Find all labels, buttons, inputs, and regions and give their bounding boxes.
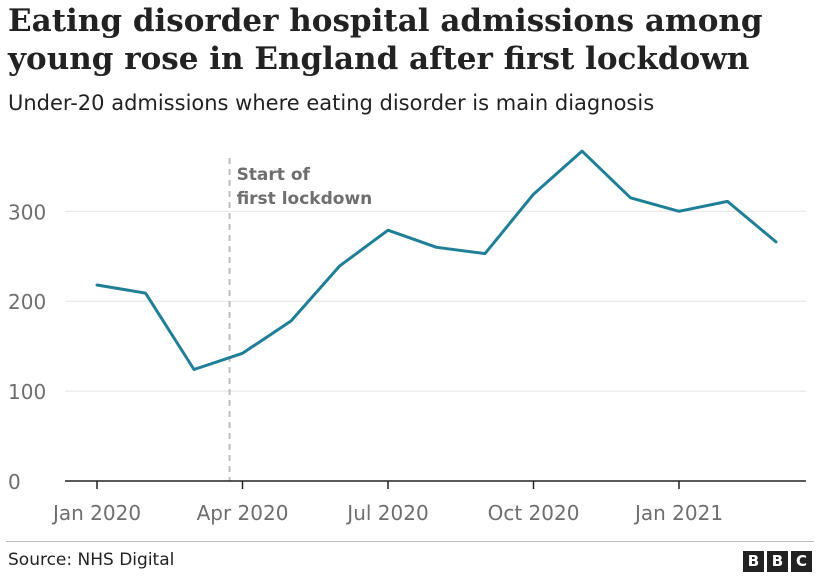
x-tick-label: Jan 2021 <box>633 501 723 525</box>
annotation-text: Start of <box>237 165 311 185</box>
chart-title: Eating disorder hospital admissions amon… <box>8 3 763 77</box>
line-chart: 0 100 200 300 Start of first lockdown Jan 2020… <box>8 149 806 525</box>
chart-subtitle: Under-20 admissions where eating disorde… <box>8 91 655 115</box>
series-line <box>95 149 778 371</box>
bbc-logo-letter: B <box>743 551 764 572</box>
y-tick-label: 300 <box>8 200 46 224</box>
bbc-logo-letter: C <box>791 551 812 572</box>
y-tick-label: 200 <box>8 290 46 314</box>
source-note: Source: NHS Digital <box>8 550 175 570</box>
x-tick-label: Jul 2020 <box>345 501 428 525</box>
y-tick-label: 100 <box>8 380 46 404</box>
footer-divider <box>6 541 814 542</box>
x-tick-label: Oct 2020 <box>488 501 580 525</box>
x-tick-label: Jan 2020 <box>51 501 141 525</box>
y-tick-label: 0 <box>8 470 21 494</box>
annotation-text: first lockdown <box>237 189 373 209</box>
bbc-logo-letter: B <box>767 551 788 572</box>
x-tick-label: Apr 2020 <box>197 501 289 525</box>
bbc-logo: B B C <box>743 551 812 572</box>
